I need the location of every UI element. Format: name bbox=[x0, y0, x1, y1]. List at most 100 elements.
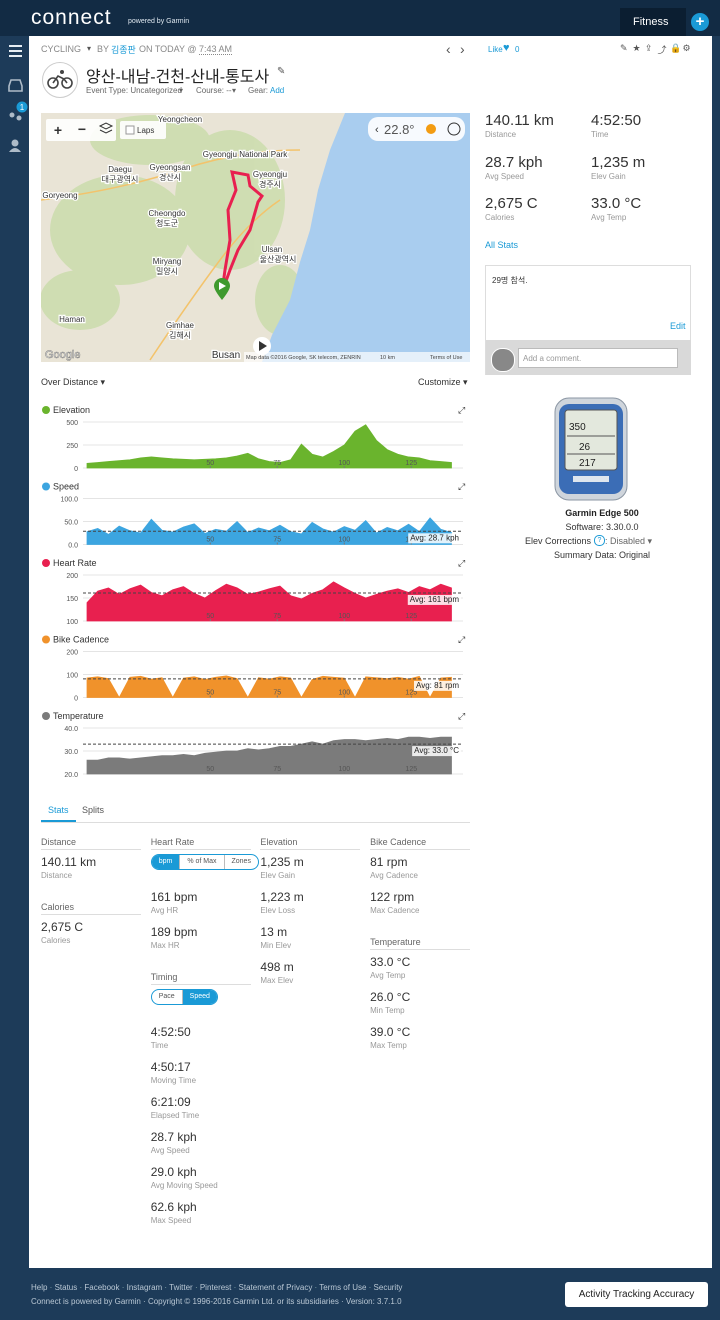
stat-label: Max Speed bbox=[150, 1216, 192, 1225]
toggle[interactable]: bpm% of Max Zones bbox=[150, 854, 259, 870]
stat-value: 26.0 °C bbox=[370, 990, 411, 1004]
map-attribution: Map data ©2016 Google, SK telecom, ZENRI… bbox=[246, 354, 361, 361]
toggle-option[interactable]: bpm bbox=[151, 855, 180, 869]
toolbar-icon[interactable]: ⇪ bbox=[645, 43, 653, 53]
connections-icon[interactable] bbox=[9, 112, 22, 121]
toggle-option[interactable]: Speed bbox=[181, 990, 217, 1004]
toggle[interactable]: Pace Speed bbox=[150, 989, 218, 1005]
summary-label: Distance bbox=[485, 130, 517, 139]
map-label: Gyeongju bbox=[253, 170, 287, 179]
comment-edit[interactable]: Edit bbox=[670, 321, 686, 331]
stat-heading: Temperature bbox=[370, 937, 421, 947]
accuracy-button[interactable]: Activity Tracking Accuracy bbox=[565, 1282, 708, 1307]
svg-text:‹: ‹ bbox=[375, 124, 379, 136]
toggle-option[interactable]: Pace bbox=[158, 993, 175, 1000]
y-tick-label: 250 bbox=[66, 443, 78, 450]
x-tick-label: 75 bbox=[273, 690, 281, 697]
footer-link[interactable]: Security bbox=[373, 1283, 403, 1292]
summary-label: Avg Speed bbox=[485, 171, 524, 181]
logo: connect bbox=[31, 6, 112, 29]
elev-state[interactable]: : Disabled ▾ bbox=[605, 536, 653, 546]
map-label: Miryang bbox=[153, 257, 181, 266]
heading-rule bbox=[370, 949, 471, 950]
chart-title: Temperature bbox=[53, 711, 104, 721]
caret: ▾ bbox=[232, 86, 237, 95]
prev-arrow[interactable]: ‹ bbox=[446, 41, 451, 57]
next-arrow[interactable]: › bbox=[460, 41, 465, 57]
toolbar-icon[interactable]: ⚙ bbox=[682, 43, 691, 53]
stat-heading: Bike Cadence bbox=[370, 837, 427, 847]
event-type[interactable]: Event Type: Uncategorized bbox=[86, 86, 182, 95]
gear-add[interactable]: Add bbox=[270, 86, 285, 95]
stat-value: 6:21:09 bbox=[150, 1095, 191, 1109]
x-tick-label: 75 bbox=[273, 537, 281, 544]
comment-input[interactable]: Add a comment. bbox=[518, 348, 678, 368]
top-bar bbox=[0, 0, 720, 36]
heading-rule bbox=[41, 849, 141, 850]
customize[interactable]: Customize ▾ bbox=[418, 377, 468, 387]
fitness-tab-label[interactable]: Fitness bbox=[633, 16, 669, 28]
type-caret: ▾ bbox=[87, 44, 92, 53]
summary-value: 1,235 m bbox=[591, 153, 646, 171]
footer-link[interactable]: Pinterest bbox=[200, 1283, 239, 1292]
summary-value: 33.0 °C bbox=[591, 195, 642, 212]
average-label-bg bbox=[407, 594, 461, 605]
menu-icon[interactable] bbox=[9, 45, 22, 57]
toggle-option[interactable]: Zones bbox=[223, 855, 258, 869]
stat-heading: Distance bbox=[41, 837, 77, 847]
badge-count: 1 bbox=[20, 103, 25, 112]
x-tick-label: 100 bbox=[338, 766, 350, 773]
summary-value: 2,675 C bbox=[485, 195, 538, 212]
profile-icon[interactable] bbox=[9, 139, 21, 153]
toolbar-icon[interactable]: 🔒 bbox=[670, 43, 682, 53]
x-tick-label: 50 bbox=[206, 460, 214, 467]
stat-value: 4:52:50 bbox=[150, 1025, 191, 1039]
chart-title: Heart Rate bbox=[53, 558, 97, 568]
over-distance[interactable]: Over Distance ▾ bbox=[41, 377, 106, 387]
map-label: 울산광역시 bbox=[260, 254, 297, 264]
legend-dot bbox=[42, 635, 50, 644]
stat-label: Elev Loss bbox=[260, 906, 296, 915]
stat-label: Min Elev bbox=[260, 941, 292, 950]
footer-link[interactable]: Facebook bbox=[84, 1283, 126, 1292]
google-logo: Google bbox=[45, 349, 80, 361]
stat-heading: Timing bbox=[150, 972, 178, 982]
author[interactable]: 김종판 bbox=[111, 45, 136, 55]
edit-title[interactable]: ✎ bbox=[277, 66, 286, 77]
toggle-option[interactable]: % of Max bbox=[179, 855, 223, 869]
course[interactable]: Course: -- bbox=[196, 86, 232, 95]
stat-heading: Elevation bbox=[260, 837, 298, 847]
info-icon: ? bbox=[594, 535, 605, 546]
inbox-icon[interactable] bbox=[8, 79, 23, 92]
x-tick-label: 125 bbox=[405, 460, 417, 467]
heading-rule bbox=[150, 849, 251, 850]
footer-link[interactable]: Instagram bbox=[127, 1283, 170, 1292]
all-stats-link[interactable]: All Stats bbox=[485, 240, 519, 250]
footer-link[interactable]: Help bbox=[31, 1283, 55, 1292]
weather-temp: 22.8° bbox=[384, 122, 415, 137]
average-label: Avg: 81 rpm bbox=[416, 681, 459, 690]
map-label: Yeongcheon bbox=[158, 115, 202, 124]
comment-avatar bbox=[491, 348, 515, 372]
footer-link[interactable]: Twitter bbox=[169, 1283, 200, 1292]
map-label: Gyeongju National Park bbox=[203, 150, 288, 159]
stat-label: Max Temp bbox=[370, 1041, 407, 1050]
map-label: 청도군 bbox=[156, 219, 178, 228]
toolbar-icon[interactable]: ✎ bbox=[620, 43, 628, 53]
footer-link[interactable]: Terms of Use bbox=[319, 1283, 373, 1292]
stats-tab[interactable]: Stats bbox=[48, 805, 69, 815]
toolbar-icon[interactable]: ⤴ bbox=[657, 45, 667, 55]
summary-label: Avg Temp bbox=[591, 213, 627, 222]
by: BY bbox=[97, 44, 110, 54]
stats-tab[interactable]: Splits bbox=[82, 805, 105, 815]
footer-link[interactable]: Statement of Privacy bbox=[239, 1283, 320, 1292]
map-label: Gyeongsan bbox=[150, 163, 191, 172]
heading-rule bbox=[370, 849, 471, 850]
add-button[interactable]: + bbox=[691, 13, 709, 31]
footer-link[interactable]: Status bbox=[55, 1283, 85, 1292]
like[interactable]: Like bbox=[488, 45, 503, 54]
fitness-tab[interactable] bbox=[620, 8, 686, 36]
toolbar-icon[interactable]: ★ bbox=[632, 43, 641, 53]
stat-label: Max Cadence bbox=[370, 906, 420, 915]
